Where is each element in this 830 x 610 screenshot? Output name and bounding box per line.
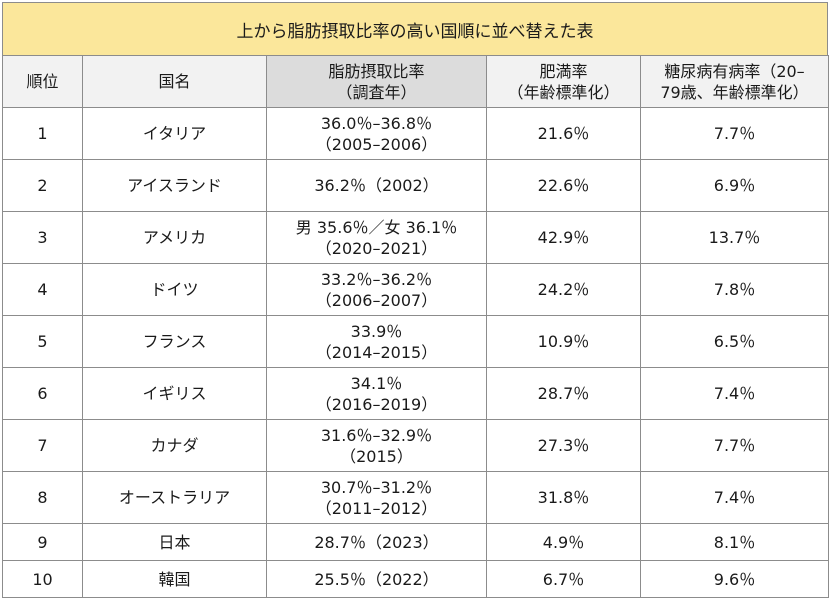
cell-rank: 6 [2,367,83,420]
header-obesity-line2: （年齢標準化） [507,82,620,102]
cell-obesity: 6.7％ [486,560,641,598]
cell-fat-value: 30.7％–31.2％ [320,477,433,497]
cell-country: カナダ [82,419,267,472]
cell-rank: 7 [2,419,83,472]
table-row: 1 イタリア 36.0％–36.8％ （2005–2006） 21.6％ 7.7％ [2,107,829,160]
table-row: 3 アメリカ 男 35.6％／女 36.1％ （2020–2021） 42.9％ … [2,211,829,264]
cell-fat-value: 31.6％–32.9％ [320,425,433,445]
header-fat-ratio[interactable]: 脂肪摂取比率 （調査年） [266,55,487,108]
table-row: 10 韓国 25.5％（2022） 6.7％ 9.6％ [2,560,829,598]
table-row: 4 ドイツ 33.2％–36.2％ （2006–2007） 24.2％ 7.8％ [2,263,829,316]
cell-fat: 28.7％（2023） [266,523,487,561]
cell-diabetes: 8.1％ [640,523,829,561]
cell-fat-value: 36.0％–36.8％ [320,113,433,133]
cell-obesity: 10.9％ [486,315,641,368]
data-table: 順位 国名 脂肪摂取比率 （調査年） 肥満率 （年齢標準化） 糖尿病有病率（20… [2,55,829,598]
cell-fat: 33.9％ （2014–2015） [266,315,487,368]
cell-fat: 36.2％（2002） [266,159,487,212]
cell-diabetes: 6.5％ [640,315,829,368]
table-row: 7 カナダ 31.6％–32.9％ （2015） 27.3％ 7.7％ [2,419,829,472]
cell-country: オーストラリア [82,471,267,524]
cell-obesity: 27.3％ [486,419,641,472]
cell-country: アメリカ [82,211,267,264]
table-title: 上から脂肪摂取比率の高い国順に並べ替えた表 [2,2,828,56]
cell-fat-year: （2014–2015） [315,342,438,362]
header-obesity-line1: 肥満率 [539,61,588,81]
cell-fat: 34.1％ （2016–2019） [266,367,487,420]
cell-obesity: 22.6％ [486,159,641,212]
cell-rank: 9 [2,523,83,561]
cell-fat: 30.7％–31.2％ （2011–2012） [266,471,487,524]
cell-diabetes: 7.7％ [640,107,829,160]
cell-country: フランス [82,315,267,368]
cell-fat-year: （2016–2019） [315,394,438,414]
cell-obesity: 28.7％ [486,367,641,420]
cell-obesity: 4.9％ [486,523,641,561]
cell-fat: 36.0％–36.8％ （2005–2006） [266,107,487,160]
cell-fat: 男 35.6％／女 36.1％ （2020–2021） [266,211,487,264]
cell-fat: 33.2％–36.2％ （2006–2007） [266,263,487,316]
cell-diabetes: 7.4％ [640,471,829,524]
cell-fat: 31.6％–32.9％ （2015） [266,419,487,472]
cell-fat-value: 33.2％–36.2％ [320,269,433,289]
cell-rank: 1 [2,107,83,160]
cell-rank: 10 [2,560,83,598]
cell-country: 韓国 [82,560,267,598]
cell-country: ドイツ [82,263,267,316]
cell-country: アイスランド [82,159,267,212]
header-diabetes-line2: 79歳、年齢標準化） [660,82,809,102]
header-fat-line1: 脂肪摂取比率 [328,61,425,81]
cell-rank: 4 [2,263,83,316]
table-row: 5 フランス 33.9％ （2014–2015） 10.9％ 6.5％ [2,315,829,368]
cell-obesity: 24.2％ [486,263,641,316]
cell-country: イギリス [82,367,267,420]
cell-diabetes: 6.9％ [640,159,829,212]
table-container: 上から脂肪摂取比率の高い国順に並べ替えた表 順位 国名 脂肪摂取比率 （調査年）… [2,2,829,598]
header-rank: 順位 [2,55,83,108]
header-diabetes-line1: 糖尿病有病率（20– [664,61,805,81]
header-obesity: 肥満率 （年齢標準化） [486,55,641,108]
cell-fat-year: （2005–2006） [315,134,438,154]
cell-rank: 5 [2,315,83,368]
cell-fat-year: （2006–2007） [315,290,438,310]
header-diabetes: 糖尿病有病率（20– 79歳、年齢標準化） [640,55,829,108]
cell-diabetes: 7.4％ [640,367,829,420]
cell-fat-value: 33.9％ [350,321,403,341]
cell-fat-year: （2020–2021） [315,238,438,258]
cell-fat-value: 34.1％ [350,373,403,393]
table-row: 9 日本 28.7％（2023） 4.9％ 8.1％ [2,523,829,561]
cell-country: 日本 [82,523,267,561]
cell-obesity: 31.8％ [486,471,641,524]
table-row: 6 イギリス 34.1％ （2016–2019） 28.7％ 7.4％ [2,367,829,420]
header-country: 国名 [82,55,267,108]
table-row: 2 アイスランド 36.2％（2002） 22.6％ 6.9％ [2,159,829,212]
cell-rank: 3 [2,211,83,264]
cell-fat: 25.5％（2022） [266,560,487,598]
cell-fat-value: 男 35.6％／女 36.1％ [295,217,458,237]
cell-diabetes: 9.6％ [640,560,829,598]
header-fat-line2: （調査年） [336,82,417,102]
header-row: 順位 国名 脂肪摂取比率 （調査年） 肥満率 （年齢標準化） 糖尿病有病率（20… [2,55,829,108]
cell-diabetes: 13.7％ [640,211,829,264]
cell-rank: 2 [2,159,83,212]
cell-obesity: 42.9％ [486,211,641,264]
table-row: 8 オーストラリア 30.7％–31.2％ （2011–2012） 31.8％ 7… [2,471,829,524]
cell-obesity: 21.6％ [486,107,641,160]
cell-fat-year: （2015） [340,446,413,466]
cell-diabetes: 7.7％ [640,419,829,472]
cell-diabetes: 7.8％ [640,263,829,316]
cell-fat-year: （2011–2012） [315,498,438,518]
cell-country: イタリア [82,107,267,160]
cell-rank: 8 [2,471,83,524]
